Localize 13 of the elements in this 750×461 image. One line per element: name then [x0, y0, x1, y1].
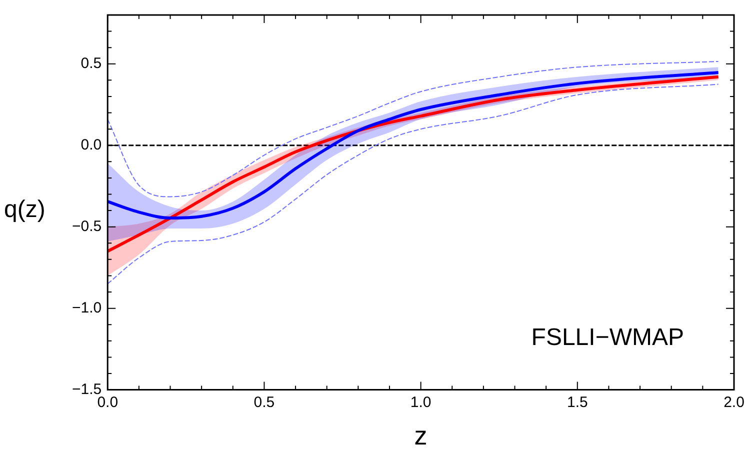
line-series: [108, 60, 719, 198]
x-tick-label: 0.5: [254, 394, 275, 411]
annotation: FSLLI−WMAP: [531, 324, 684, 351]
y-tick-label: −1.0: [72, 299, 102, 316]
y-tick-label: 0.5: [80, 55, 102, 72]
x-tick-label: 1.5: [566, 394, 588, 411]
x-axis-title: z: [414, 420, 428, 451]
y-tick-label: −0.5: [72, 218, 102, 235]
line-series: [108, 71, 720, 220]
x-tick-label: 1.0: [410, 394, 432, 411]
y-tick-label: 0.0: [80, 136, 102, 154]
y-axis-title: q(z): [4, 196, 46, 224]
x-tick-label: 2.0: [724, 394, 744, 411]
